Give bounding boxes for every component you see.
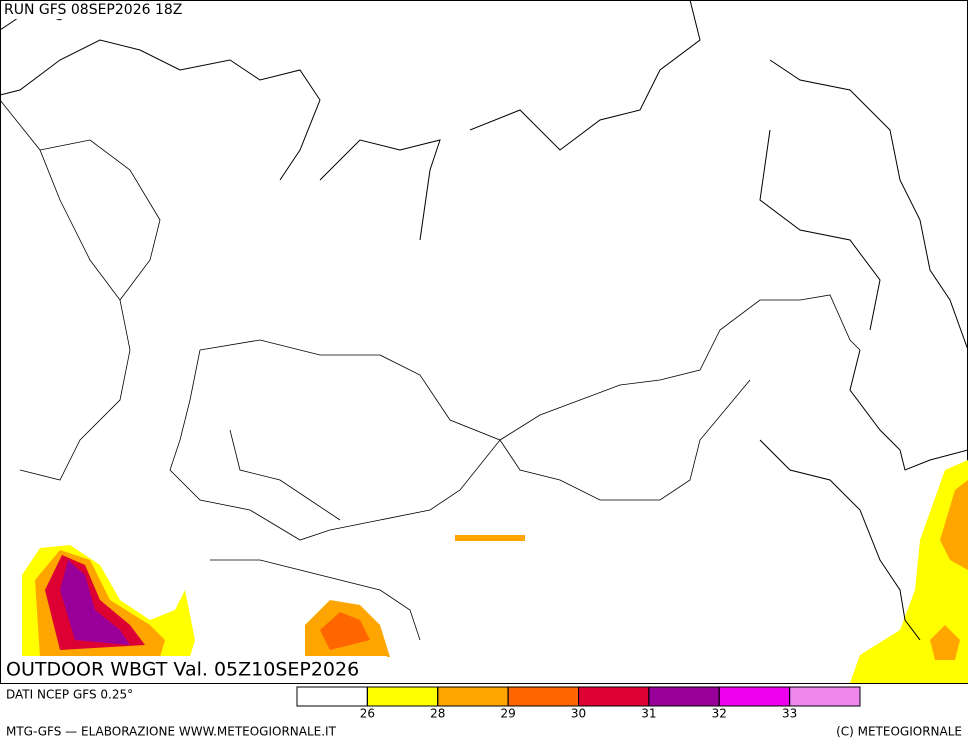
tick-label: 29 (500, 707, 515, 721)
tick-label: 33 (782, 707, 797, 721)
map-frame (0, 0, 968, 684)
colorbar: 26 28 29 30 31 32 33 (296, 686, 861, 721)
color-box (718, 686, 791, 707)
color-box (437, 686, 509, 707)
run-label: RUN GFS 08SEP2026 18Z (4, 2, 182, 18)
color-box (578, 686, 650, 707)
run-box (1, 1, 229, 19)
title-box (1, 656, 387, 683)
color-box (507, 686, 579, 707)
tick-label: 32 (712, 707, 727, 721)
color-box (648, 686, 720, 707)
map: OUTDOOR WBGT Val. 05Z10SEP2026 RUN GFS 0… (0, 0, 968, 684)
color-box (296, 686, 368, 707)
copyright: (C) METEOGIORNALE (836, 725, 962, 739)
data-source: DATI NCEP GFS 0.25° (6, 688, 133, 702)
credit: MTG-GFS — ELABORAZIONE WWW.METEOGIORNALE… (6, 725, 337, 739)
heat-areas (22, 460, 968, 683)
color-box (366, 686, 439, 707)
map-title: OUTDOOR WBGT Val. 05Z10SEP2026 (6, 659, 359, 681)
color-box (789, 686, 861, 707)
tick-label: 26 (360, 707, 375, 721)
tick-label: 30 (571, 707, 586, 721)
tick-label: 31 (641, 707, 656, 721)
tick-label: 28 (430, 707, 445, 721)
